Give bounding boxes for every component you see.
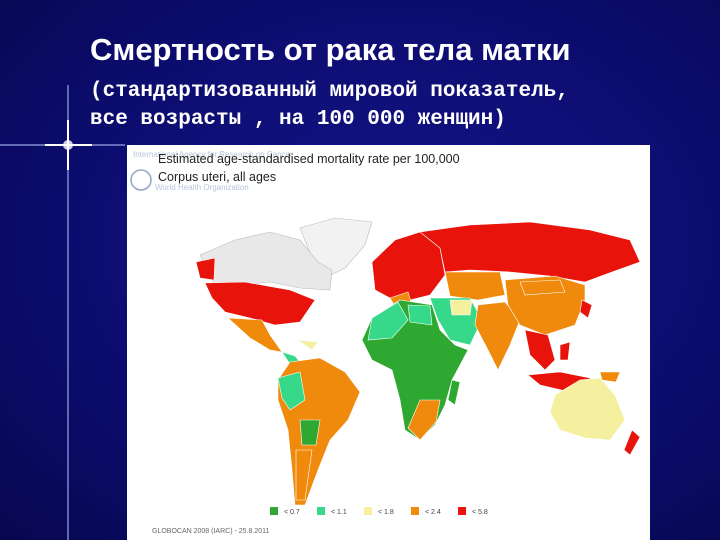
legend-label: < 1.8 (378, 509, 394, 516)
legend-label: < 1.1 (331, 509, 347, 516)
logo-text: International Agency for Research on Can… (133, 150, 293, 159)
legend-label: < 5.8 (472, 509, 488, 516)
logo-text: World Health Organization (155, 183, 249, 192)
subtitle-line: (стандартизованный мировой показатель, (90, 80, 569, 103)
map-title: Corpus uteri, all ages (158, 170, 276, 184)
subtitle-line: все возрасты , на 100 000 женщин) (90, 108, 506, 131)
map-image: International Agency for Research on Can… (127, 145, 650, 540)
world-map (195, 217, 641, 506)
legend-swatch (458, 507, 466, 515)
legend-swatch (411, 507, 419, 515)
slide-title: Смертность от рака тела матки (90, 32, 571, 67)
legend-swatch (364, 507, 372, 515)
legend-swatch (317, 507, 325, 515)
legend-swatch (270, 507, 278, 515)
who-logo (130, 169, 152, 191)
map-title: Estimated age-standardised mortality rat… (158, 152, 460, 166)
legend-label: < 0.7 (284, 509, 300, 516)
legend: < 0.7 < 1.1 < 1.8 < 2.4 < 5.8 (270, 507, 488, 516)
legend-label: < 2.4 (425, 509, 441, 516)
source-note: GLOBOCAN 2008 (IARC) - 25.8.2011 (152, 528, 269, 535)
